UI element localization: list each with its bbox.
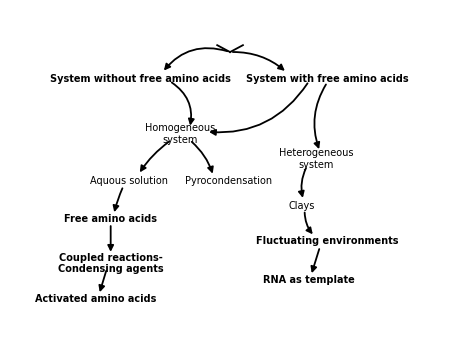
Text: Homogeneous
system: Homogeneous system <box>146 123 216 145</box>
Text: Pyrocondensation: Pyrocondensation <box>185 176 272 186</box>
Text: RNA as template: RNA as template <box>263 275 355 285</box>
Text: Fluctuating environments: Fluctuating environments <box>256 236 399 246</box>
Text: Coupled reactions-
Condensing agents: Coupled reactions- Condensing agents <box>58 253 164 274</box>
Text: Activated amino acids: Activated amino acids <box>35 294 157 304</box>
Text: Heterogeneous
system: Heterogeneous system <box>279 148 354 170</box>
Text: System without free amino acids: System without free amino acids <box>50 74 230 84</box>
Text: Clays: Clays <box>289 200 315 211</box>
Text: Free amino acids: Free amino acids <box>64 214 157 224</box>
Text: Aquous solution: Aquous solution <box>90 176 168 186</box>
Text: System with free amino acids: System with free amino acids <box>246 74 409 84</box>
